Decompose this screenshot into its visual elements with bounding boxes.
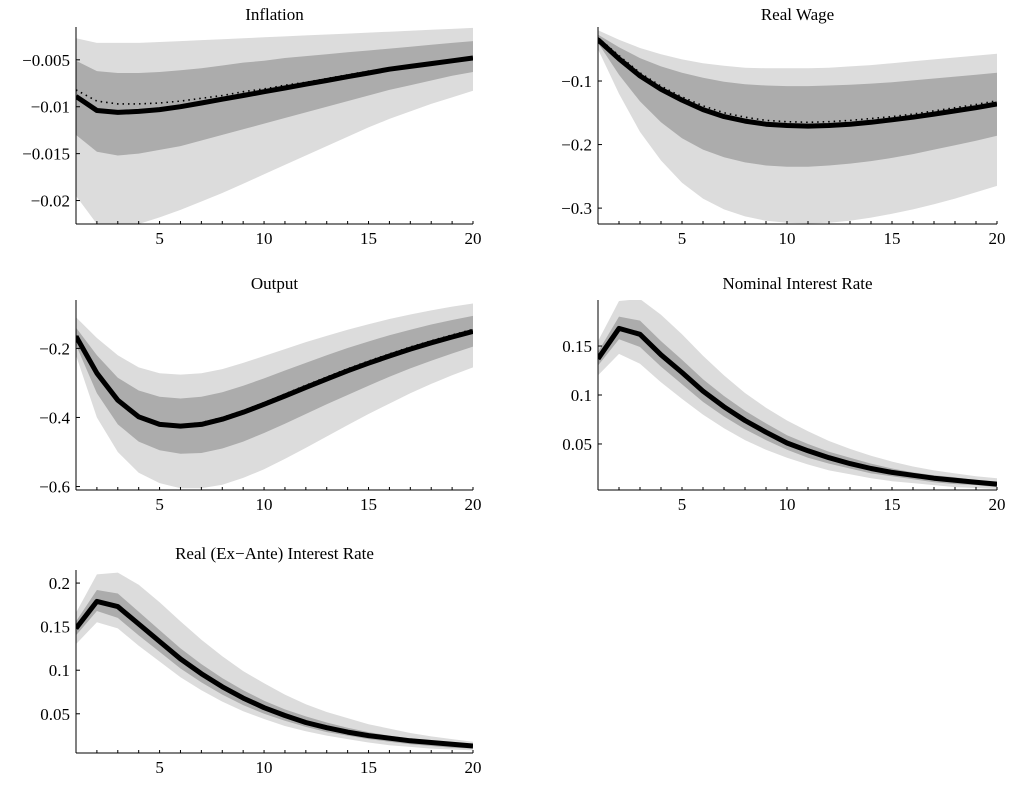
x-tick-label: 20 xyxy=(989,495,1006,514)
panel-title: Inflation xyxy=(245,5,304,24)
x-tick-label: 10 xyxy=(779,229,796,248)
y-tick-label: −0.2 xyxy=(39,339,70,358)
panel-output: 5 10 15 20 −0.6 −0.4 −0.2 Output xyxy=(39,274,481,514)
band-inner xyxy=(598,316,997,488)
x-tick-label: 5 xyxy=(155,229,164,248)
plot-area xyxy=(598,300,997,489)
x-tick-label: 10 xyxy=(256,495,273,514)
plot-area xyxy=(76,572,473,751)
panel-nominal-interest-rate: 5 10 15 20 0.05 0.1 0.15 Nominal Interest Rate xyxy=(562,274,1005,514)
x-tick-label: 15 xyxy=(360,758,377,777)
band-inner xyxy=(76,590,473,749)
x-tick-label: 5 xyxy=(678,229,687,248)
panel-title: Real (Ex−Ante) Interest Rate xyxy=(175,544,374,563)
y-tick-label: −0.02 xyxy=(31,192,70,211)
y-tick-label: −0.01 xyxy=(31,98,70,117)
x-tick-label: 10 xyxy=(256,229,273,248)
plot-area xyxy=(76,27,473,224)
series-line-median xyxy=(76,328,473,429)
x-tick-label: 15 xyxy=(360,495,377,514)
x-tick-label: 15 xyxy=(884,495,901,514)
y-tick-label: −0.4 xyxy=(39,408,70,427)
x-tick-label: 20 xyxy=(465,495,482,514)
y-tick-label: −0.2 xyxy=(561,136,592,155)
band-inner xyxy=(76,315,473,454)
x-tick-label: 15 xyxy=(360,229,377,248)
x-tick-label: 20 xyxy=(465,758,482,777)
panel-title: Nominal Interest Rate xyxy=(722,274,872,293)
series-line-median xyxy=(76,55,473,115)
y-tick-label: 0.1 xyxy=(571,386,592,405)
panel-real-ex-ante-interest-rate: 5 10 15 20 0.05 0.1 0.15 0.2 Real (Ex−Ante) Inte… xyxy=(40,544,481,777)
x-tick-label: 5 xyxy=(155,758,164,777)
x-tick-label: 5 xyxy=(678,495,687,514)
y-tick-label: 0.2 xyxy=(49,574,70,593)
series-line-median xyxy=(76,598,473,749)
panel-real-wage: 5 10 15 20 −0.3 −0.2 −0.1 Real Wage xyxy=(561,5,1005,248)
x-tick-label: 20 xyxy=(465,229,482,248)
band-inner xyxy=(598,34,997,167)
y-tick-label: −0.005 xyxy=(22,51,70,70)
band-outer xyxy=(598,300,997,489)
panel-title: Output xyxy=(251,274,299,293)
panel-title: Real Wage xyxy=(761,5,834,24)
panel-inflation: 5 10 15 20 −0.02 −0.015 −0.01 −0.005 Inflation xyxy=(22,5,481,248)
y-tick-label: 0.15 xyxy=(40,618,70,637)
y-tick-label: 0.05 xyxy=(40,705,70,724)
series-line-median xyxy=(598,325,997,487)
y-tick-label: −0.1 xyxy=(561,72,592,91)
y-tick-label: 0.05 xyxy=(562,435,592,454)
y-tick-label: 0.1 xyxy=(49,661,70,680)
band-outer xyxy=(76,572,473,751)
y-tick-label: −0.3 xyxy=(561,199,592,218)
series-line-dotted xyxy=(598,37,997,124)
x-tick-label: 20 xyxy=(989,229,1006,248)
plot-area xyxy=(76,303,473,489)
plot-area xyxy=(598,30,997,224)
y-tick-label: −0.015 xyxy=(22,145,70,164)
x-tick-label: 15 xyxy=(884,229,901,248)
series-line-median xyxy=(598,37,997,129)
x-tick-label: 10 xyxy=(256,758,273,777)
x-tick-label: 5 xyxy=(155,495,164,514)
x-tick-label: 10 xyxy=(779,495,796,514)
y-tick-label: 0.15 xyxy=(562,337,592,356)
y-tick-label: −0.6 xyxy=(39,478,70,497)
